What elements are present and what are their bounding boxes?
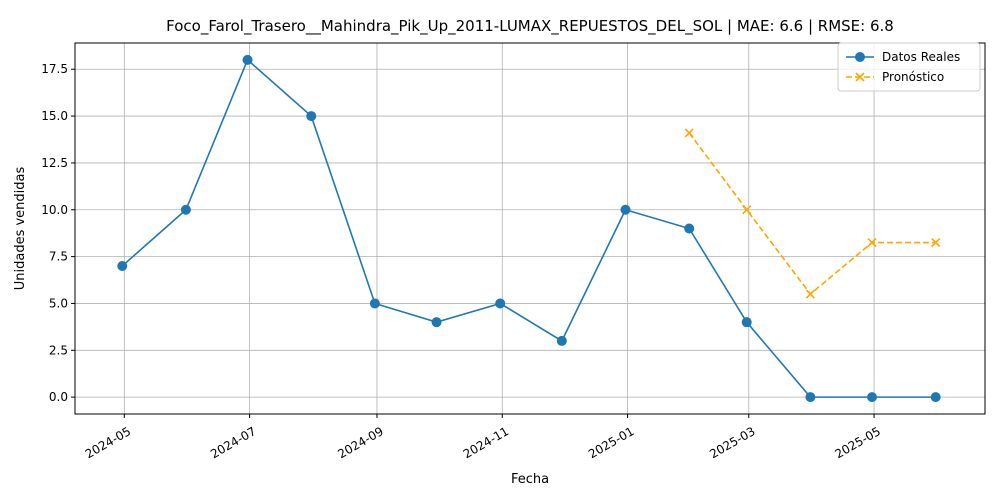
chart-title: Foco_Farol_Trasero__Mahindra_Pik_Up_2011… [166, 17, 894, 36]
data-point [931, 237, 941, 248]
legend: Datos Reales Pronóstico [837, 42, 981, 92]
data-point [867, 237, 877, 248]
data-point [742, 205, 752, 215]
x-tick-label: 2025-05 [833, 424, 883, 461]
x-tick-label: 2025-01 [586, 424, 636, 461]
data-point [556, 335, 567, 346]
data-point [684, 128, 694, 138]
legend-label: Pronóstico [882, 70, 944, 84]
legend-item: Pronóstico [846, 70, 944, 84]
data-point [741, 317, 752, 328]
legend-label: Datos Reales [882, 50, 960, 64]
data-point [805, 392, 816, 403]
x-tick-label: 2024-07 [208, 424, 258, 461]
y-tick-label: 17.5 [41, 62, 68, 76]
series-0 [117, 54, 941, 403]
data-point [867, 392, 878, 403]
data-point [431, 317, 442, 328]
legend-item: Datos Reales [846, 50, 960, 64]
data-point [117, 260, 128, 271]
y-tick-label: 10.0 [41, 203, 68, 217]
y-tick-label: 2.5 [49, 343, 68, 357]
plot-area [74, 42, 986, 415]
y-tick-label: 15.0 [41, 109, 68, 123]
series-group [117, 54, 941, 403]
data-point [620, 204, 631, 215]
series-1 [684, 128, 941, 299]
x-tick-label: 2024-05 [83, 424, 133, 461]
data-point [369, 298, 380, 309]
y-tick-label: 12.5 [41, 156, 68, 170]
series-line [688, 132, 936, 296]
axis-ticks: 0.0 2.5 5.0 7.5 10.0 12.5 15.0 17.5 2024-05 2024-… [41, 62, 883, 461]
legend-marker [855, 72, 865, 82]
data-point [242, 54, 253, 65]
data-point [180, 204, 191, 215]
x-tick-label: 2025-03 [707, 424, 757, 461]
x-tick-label: 2024-11 [461, 424, 511, 461]
y-tick-label: 7.5 [49, 250, 68, 264]
y-tick-label: 0.0 [49, 390, 68, 404]
legend-box [837, 42, 981, 92]
data-point [805, 289, 815, 299]
y-axis-label: Unidades vendidas [13, 167, 28, 291]
series-line [121, 58, 936, 398]
legend-marker [855, 52, 865, 62]
y-tick-label: 5.0 [49, 296, 68, 310]
data-point [495, 298, 506, 309]
data-point [684, 223, 695, 234]
data-point [306, 111, 317, 122]
x-axis-label: Fecha [511, 472, 549, 487]
grid-lines [75, 43, 985, 414]
x-tick-label: 2024-09 [335, 424, 385, 461]
data-point [930, 392, 941, 403]
